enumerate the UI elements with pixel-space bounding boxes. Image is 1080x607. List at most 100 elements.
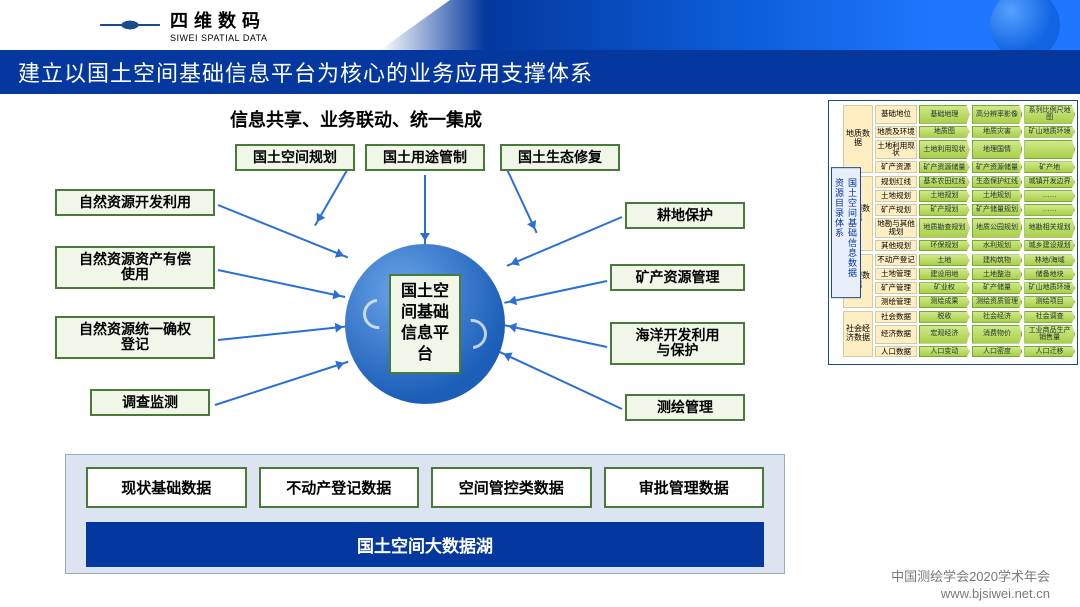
catalog-row: 地勘与其他规划地质勘查规划地质公园规划地勘相关规划 xyxy=(875,218,1075,238)
catalog-row-label: 测绘管理 xyxy=(875,296,917,308)
catalog-cell: 环保规划 xyxy=(919,240,970,252)
catalog-row: 土地管理建设用地土地整治储备地块 xyxy=(875,268,1075,280)
catalog-cell: 地勘相关规划 xyxy=(1024,218,1075,238)
catalog-row: 社会数据税收社会经济社会调查 xyxy=(875,311,1075,323)
catalog-row-label: 基础地位 xyxy=(875,105,917,124)
header-decor xyxy=(380,0,1080,50)
catalog-cell: 生态保护红线 xyxy=(972,176,1023,188)
catalog-cell: 矿产储量 xyxy=(972,282,1023,294)
catalog-row-label: 矿产资源 xyxy=(875,161,917,173)
catalog-cell: 基本农田红线 xyxy=(919,176,970,188)
catalog-cell: 测绘成果 xyxy=(919,296,970,308)
catalog-cell: 税收 xyxy=(919,311,970,323)
catalog-row: 矿产管理矿业权矿产储量矿山地质环境 xyxy=(875,282,1075,294)
catalog-row-label: 地质及环境 xyxy=(875,126,917,138)
catalog-row-label: 人口数据 xyxy=(875,346,917,358)
center-platform-box: 国土空间基础信息平台 xyxy=(389,274,461,373)
arrow xyxy=(424,175,426,245)
arrow xyxy=(504,280,607,304)
data-category-box: 不动产登记数据 xyxy=(259,467,420,508)
catalog-cell: 高分辨率影像 xyxy=(972,105,1023,124)
catalog-cell: 土地整治 xyxy=(972,268,1023,280)
catalog-cell: …… xyxy=(1024,190,1075,202)
center-hub: 国土空间基础信息平台 xyxy=(345,244,505,404)
catalog-spine: 国土空间基础信息数据资源目录体系 xyxy=(831,167,861,299)
footer-event: 中国测绘学会2020学术年会 xyxy=(891,569,1050,586)
app-node: 调查监测 xyxy=(90,389,210,416)
catalog-cell: 工业商品生产销售量 xyxy=(1024,325,1075,344)
logo-en: SIWEI SPATIAL DATA xyxy=(170,33,268,43)
catalog-cell: 系列比例尺地图 xyxy=(1024,105,1075,124)
arrow xyxy=(218,269,346,298)
app-node: 海洋开发利用与保护 xyxy=(610,322,745,365)
arrow xyxy=(218,325,347,341)
catalog-row-label: 土地利用现状 xyxy=(875,140,917,160)
app-node: 自然资源统一确权登记 xyxy=(55,316,215,359)
logo-icon xyxy=(100,10,160,40)
arrow xyxy=(507,216,623,267)
catalog-cell: 宏观经济 xyxy=(919,325,970,344)
catalog-row-label: 规划红线 xyxy=(875,176,917,188)
catalog-cell: 人口变动 xyxy=(919,346,970,358)
app-node: 矿产资源管理 xyxy=(610,264,745,291)
app-node: 自然资源资产有偿使用 xyxy=(55,246,215,289)
catalog-cell: 储备地块 xyxy=(1024,268,1075,280)
logo-cn: 四维数码 xyxy=(170,7,268,33)
catalog-row-label: 其他规划 xyxy=(875,240,917,252)
slide-title: 建立以国土空间基础信息平台为核心的业务应用支撑体系 xyxy=(0,50,1080,94)
catalog-group: 社会经济数据社会数据税收社会经济社会调查经济数据宏观经济消费物价工业商品生产销售… xyxy=(843,311,1075,357)
catalog-cell: 矿产地 xyxy=(1024,161,1075,173)
data-category-box: 审批管理数据 xyxy=(604,467,765,508)
catalog-row: 土地规划土地规划土地规划…… xyxy=(875,190,1075,202)
catalog-cell: 建构筑物 xyxy=(972,254,1023,266)
catalog-cell: 基础地理 xyxy=(919,105,970,124)
catalog-cell: …… xyxy=(1024,204,1075,216)
app-node: 国土用途管制 xyxy=(365,144,485,171)
catalog-cell: 林地/海域 xyxy=(1024,254,1075,266)
catalog-cell: 建设用地 xyxy=(919,268,970,280)
header: 四维数码 SIWEI SPATIAL DATA xyxy=(0,0,1080,50)
arrow xyxy=(314,165,351,227)
app-node: 国土生态修复 xyxy=(500,144,620,171)
catalog-row-label: 矿产管理 xyxy=(875,282,917,294)
app-node: 自然资源开发利用 xyxy=(55,189,215,216)
diagram: 信息共享、业务联动、统一集成 国土空间规划国土用途管制国土生态修复自然资源开发利… xyxy=(0,94,1080,607)
data-category-box: 现状基础数据 xyxy=(86,467,247,508)
catalog-cell: 消费物价 xyxy=(972,325,1023,344)
footer-url: www.bjsiwei.net.cn xyxy=(891,586,1050,603)
catalog-cell: 地质图 xyxy=(919,126,970,138)
catalog-group-name: 社会经济数据 xyxy=(843,311,873,357)
catalog-cell: 测绘项目 xyxy=(1024,296,1075,308)
logo-area: 四维数码 SIWEI SPATIAL DATA xyxy=(0,7,268,43)
app-node: 耕地保护 xyxy=(625,202,745,229)
catalog-cell: 土地规划 xyxy=(919,190,970,202)
catalog-row: 矿产规划矿产规划矿产储量规划…… xyxy=(875,204,1075,216)
catalog-cell: 人口迁移 xyxy=(1024,346,1075,358)
catalog-cell: 地理国情 xyxy=(972,140,1023,160)
catalog-cell: 社会经济 xyxy=(972,311,1023,323)
app-node: 国土空间规划 xyxy=(235,144,355,171)
catalog-cell: 矿产储量规划 xyxy=(972,204,1023,216)
data-category-box: 空间管控类数据 xyxy=(431,467,592,508)
catalog-cell: 社会调查 xyxy=(1024,311,1075,323)
catalog-cell: 人口密度 xyxy=(972,346,1023,358)
catalog-row: 人口数据人口变动人口密度人口迁移 xyxy=(875,346,1075,358)
arrow xyxy=(218,204,349,258)
catalog-cell: 矿产规划 xyxy=(919,204,970,216)
catalog-group: 管理数据不动产登记土地建构筑物林地/海域土地管理建设用地土地整治储备地块矿产管理… xyxy=(843,254,1075,308)
catalog-row: 地质及环境地质图地质灾害矿山地质环境 xyxy=(875,126,1075,138)
arrow xyxy=(504,324,607,348)
footer: 中国测绘学会2020学术年会 www.bjsiwei.net.cn xyxy=(891,569,1050,603)
catalog-cell: 测绘资质管理 xyxy=(972,296,1023,308)
catalog-cell: 矿山地质环境 xyxy=(1024,282,1075,294)
data-lake: 国土空间大数据湖 xyxy=(86,522,764,567)
catalog-cell: 土地 xyxy=(919,254,970,266)
catalog-row: 测绘管理测绘成果测绘资质管理测绘项目 xyxy=(875,296,1075,308)
catalog-cell: 矿业权 xyxy=(919,282,970,294)
catalog-cell: 矿山地质环境 xyxy=(1024,126,1075,138)
catalog-cell: 地质公园规划 xyxy=(972,218,1023,238)
catalog-cell: 城镇开发边界 xyxy=(1024,176,1075,188)
catalog-row: 不动产登记土地建构筑物林地/海域 xyxy=(875,254,1075,266)
catalog-row: 土地利用现状土地利用现状地理国情 xyxy=(875,140,1075,160)
catalog-row: 矿产资源矿产资源储量矿产资源储量矿产地 xyxy=(875,161,1075,173)
